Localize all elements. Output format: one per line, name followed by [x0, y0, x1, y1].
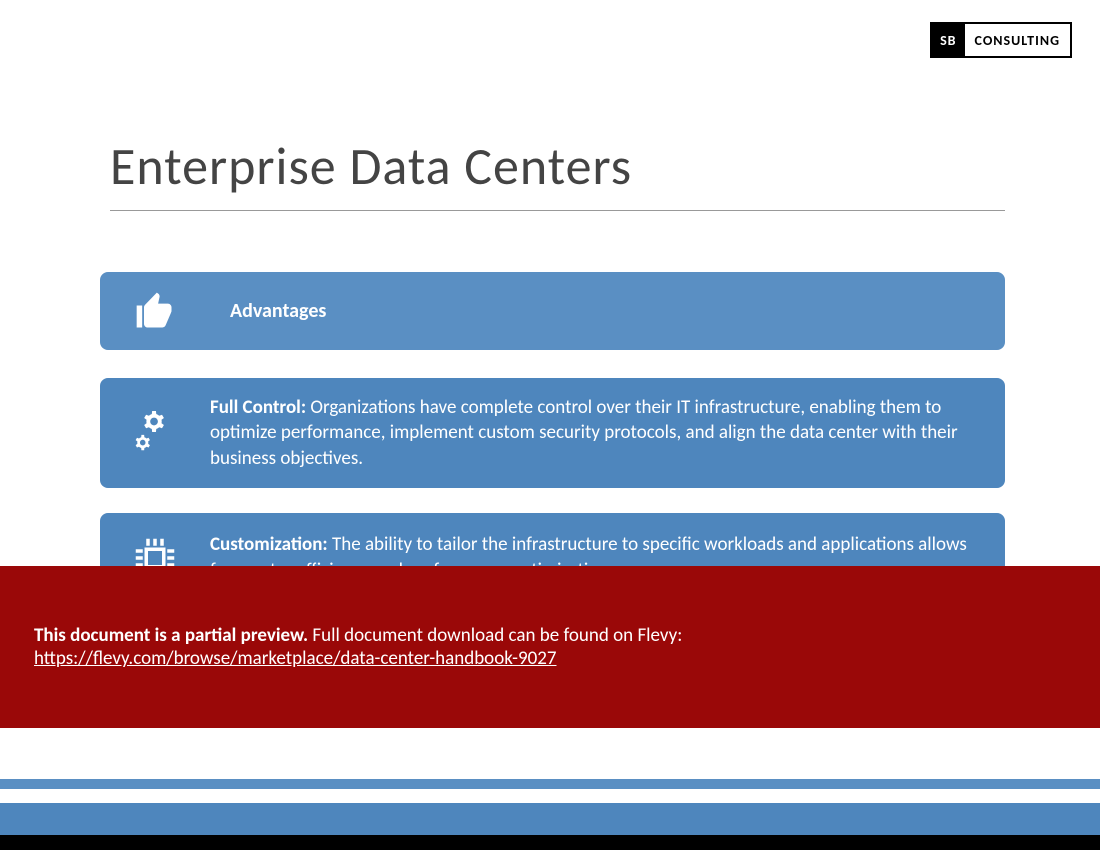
thumbs-up-icon	[100, 289, 210, 333]
preview-text: This document is a partial preview. Full…	[34, 624, 1100, 647]
preview-rest: Full document download can be found on F…	[308, 624, 682, 647]
logo-left: SB	[932, 24, 964, 56]
gears-icon	[100, 410, 210, 456]
preview-link[interactable]: https://flevy.com/browse/marketplace/dat…	[34, 647, 1100, 670]
advantage-text-full-control: Full Control: Organizations have complet…	[210, 395, 975, 472]
footer-bar-thin	[0, 779, 1100, 789]
body-full-control: Organizations have complete control over…	[210, 396, 958, 470]
advantages-header-card: Advantages	[100, 272, 1005, 350]
lead-customization: Customization:	[210, 533, 328, 556]
footer-bar-thick	[0, 803, 1100, 835]
advantages-label: Advantages	[230, 299, 326, 323]
preview-banner: This document is a partial preview. Full…	[0, 566, 1100, 728]
page-title: Enterprise Data Centers	[110, 134, 632, 198]
title-underline	[110, 210, 1005, 211]
preview-lead: This document is a partial preview.	[34, 624, 308, 647]
advantage-card-full-control: Full Control: Organizations have complet…	[100, 378, 1005, 488]
footer-bar-black	[0, 835, 1100, 850]
logo-right: CONSULTING	[965, 24, 1070, 56]
lead-full-control: Full Control:	[210, 396, 306, 419]
brand-logo: SB CONSULTING	[930, 22, 1072, 58]
